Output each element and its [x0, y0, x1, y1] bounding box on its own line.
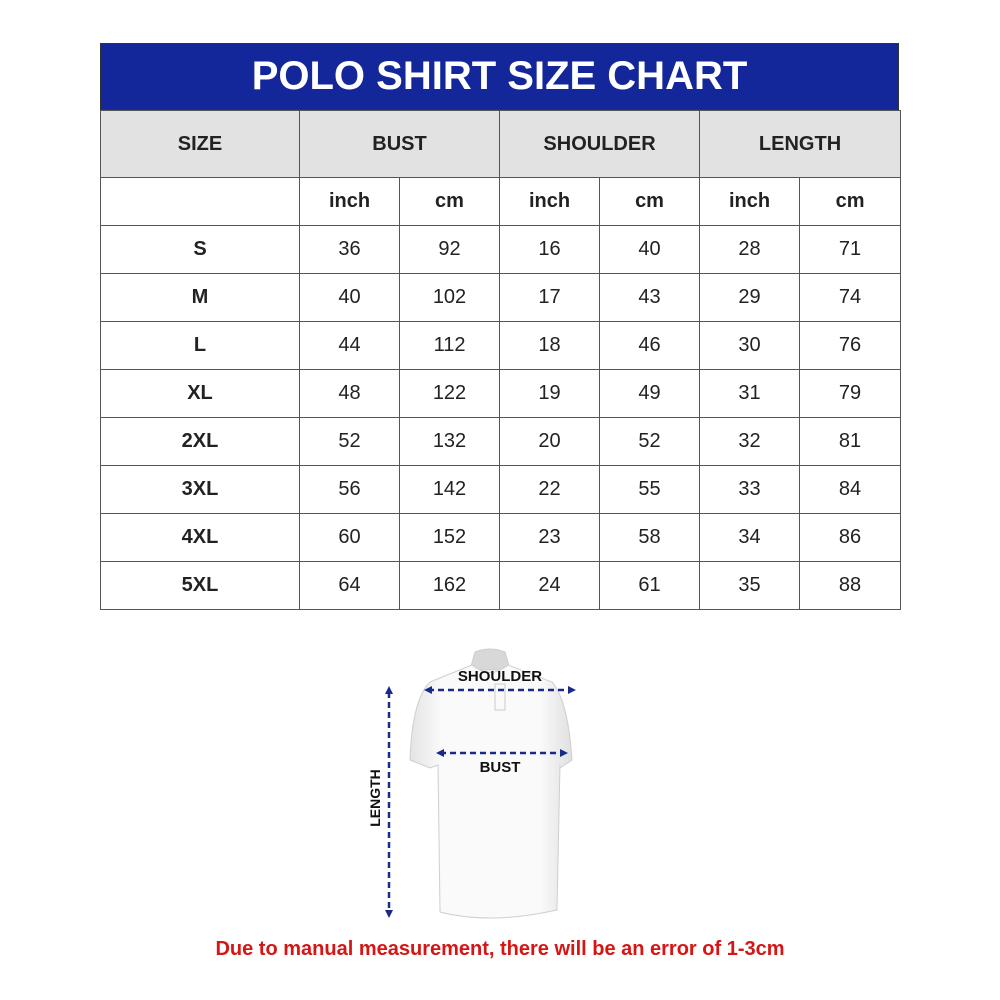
- value-cell: 102: [398, 273, 501, 322]
- value-cell: 60: [299, 513, 400, 562]
- value-cell: 34: [699, 513, 801, 562]
- value-cell: 33: [699, 465, 801, 514]
- value-cell: 58: [599, 513, 701, 562]
- value-cell: 23: [499, 513, 601, 562]
- value-cell: 132: [398, 417, 501, 466]
- value-cell: 61: [599, 561, 701, 610]
- value-cell: 16: [499, 225, 601, 274]
- value-cell: 88: [799, 561, 902, 610]
- size-table: SIZE BUST SHOULDER LENGTH inch cm inch c…: [100, 110, 902, 610]
- value-cell: 17: [499, 273, 601, 322]
- size-cell: 2XL: [100, 417, 300, 466]
- value-cell: 24: [499, 561, 601, 610]
- value-cell: 56: [299, 465, 400, 514]
- table-row: L 44 112 18 46 30 76: [100, 321, 902, 370]
- value-cell: 76: [799, 321, 902, 370]
- value-cell: 22: [499, 465, 601, 514]
- value-cell: 44: [299, 321, 400, 370]
- value-cell: 122: [398, 369, 501, 418]
- size-cell: S: [100, 225, 300, 274]
- value-cell: 35: [699, 561, 801, 610]
- unit-cell: inch: [699, 177, 801, 226]
- value-cell: 52: [599, 417, 701, 466]
- table-row: XL 48 122 19 49 31 79: [100, 369, 902, 418]
- value-cell: 162: [398, 561, 501, 610]
- value-cell: 52: [299, 417, 400, 466]
- table-row: 4XL 60 152 23 58 34 86: [100, 513, 902, 562]
- table-row: 3XL 56 142 22 55 33 84: [100, 465, 902, 514]
- measurement-note: Due to manual measurement, there will be…: [215, 938, 785, 960]
- value-cell: 30: [699, 321, 801, 370]
- value-cell: 31: [699, 369, 801, 418]
- value-cell: 55: [599, 465, 701, 514]
- value-cell: 48: [299, 369, 400, 418]
- value-cell: 32: [699, 417, 801, 466]
- value-cell: 29: [699, 273, 801, 322]
- table-row: 2XL 52 132 20 52 32 81: [100, 417, 902, 466]
- value-cell: 112: [398, 321, 501, 370]
- value-cell: 84: [799, 465, 902, 514]
- table-row: M 40 102 17 43 29 74: [100, 273, 902, 322]
- header-bust: BUST: [298, 110, 501, 178]
- size-cell: XL: [100, 369, 300, 418]
- value-cell: 46: [599, 321, 701, 370]
- value-cell: 81: [799, 417, 902, 466]
- size-cell: L: [100, 321, 300, 370]
- unit-cell: cm: [398, 177, 501, 226]
- table-row: 5XL 64 162 24 61 35 88: [100, 561, 902, 610]
- header-size: SIZE: [100, 110, 300, 178]
- value-cell: 20: [499, 417, 601, 466]
- unit-empty: [100, 177, 300, 226]
- value-cell: 49: [599, 369, 701, 418]
- length-label: LENGTH: [367, 769, 383, 827]
- header-row: SIZE BUST SHOULDER LENGTH: [100, 110, 902, 178]
- value-cell: 40: [599, 225, 701, 274]
- value-cell: 28: [699, 225, 801, 274]
- value-cell: 43: [599, 273, 701, 322]
- size-cell: M: [100, 273, 300, 322]
- size-cell: 5XL: [100, 561, 300, 610]
- value-cell: 86: [799, 513, 902, 562]
- bust-label: BUST: [480, 759, 521, 776]
- unit-row: inch cm inch cm inch cm: [100, 177, 902, 226]
- value-cell: 19: [499, 369, 601, 418]
- unit-cell: inch: [499, 177, 601, 226]
- size-cell: 3XL: [100, 465, 300, 514]
- value-cell: 36: [299, 225, 400, 274]
- value-cell: 71: [799, 225, 902, 274]
- header-shoulder: SHOULDER: [499, 110, 701, 178]
- page-title: POLO SHIRT SIZE CHART: [100, 43, 899, 110]
- unit-cell: cm: [799, 177, 902, 226]
- value-cell: 74: [799, 273, 902, 322]
- value-cell: 40: [299, 273, 400, 322]
- unit-cell: cm: [599, 177, 701, 226]
- shoulder-label: SHOULDER: [458, 668, 542, 685]
- size-cell: 4XL: [100, 513, 300, 562]
- polo-shirt-diagram: SHOULDER BUST LENGTH: [367, 648, 576, 919]
- value-cell: 64: [299, 561, 400, 610]
- value-cell: 18: [499, 321, 601, 370]
- table-row: S 36 92 16 40 28 71: [100, 225, 902, 274]
- value-cell: 142: [398, 465, 501, 514]
- value-cell: 152: [398, 513, 501, 562]
- shirt-icon: [409, 648, 573, 919]
- value-cell: 92: [398, 225, 501, 274]
- value-cell: 79: [799, 369, 902, 418]
- header-length: LENGTH: [699, 110, 902, 178]
- unit-cell: inch: [299, 177, 400, 226]
